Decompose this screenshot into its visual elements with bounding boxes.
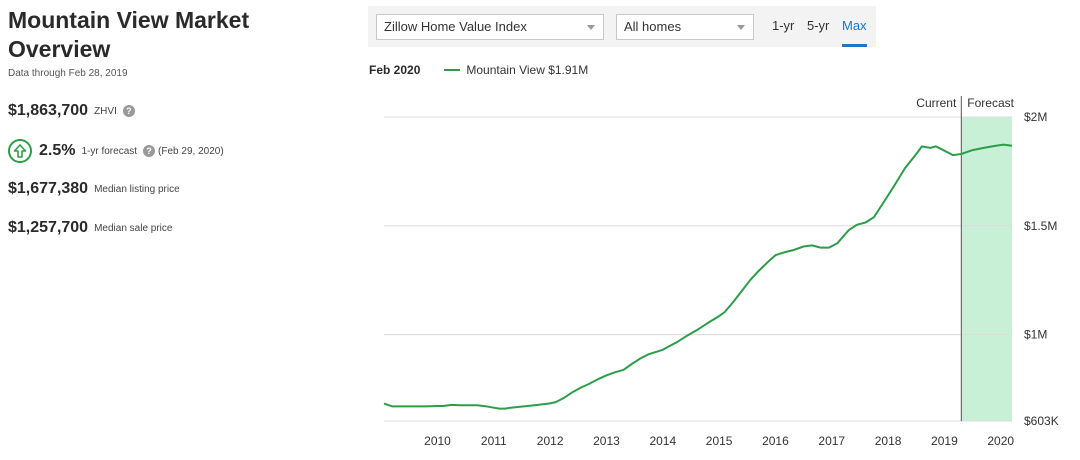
legend-swatch [444, 69, 461, 71]
series-line-mountain-view [383, 143, 1013, 410]
sale-metric: $1,257,700 Median sale price [8, 219, 172, 237]
x-tick-label: 2017 [818, 434, 845, 448]
x-tick-label: 2015 [706, 434, 733, 448]
forecast-date: (Feb 29, 2020) [158, 145, 224, 157]
range-1yr-button[interactable]: 1-yr [772, 18, 795, 33]
index-select[interactable]: Zillow Home Value Index [376, 14, 604, 40]
x-tick-label: 2012 [537, 434, 564, 448]
x-tick-label: 2011 [481, 434, 507, 448]
forecast-label: 1-yr forecast [81, 145, 138, 157]
arrow-up-icon [8, 139, 32, 163]
range-5yr-button[interactable]: 5-yr [807, 18, 830, 33]
chevron-down-icon [737, 25, 745, 30]
home-type-select-value: All homes [624, 19, 682, 34]
y-tick-label: $2M [1024, 110, 1047, 124]
x-tick-label: 2019 [931, 434, 958, 448]
chart-legend: Feb 2020 Mountain View $1.91M [369, 63, 588, 77]
page-title: Mountain View Market Overview [8, 6, 328, 64]
page-title-line1: Mountain View Market [8, 7, 250, 33]
page-title-line2: Overview [8, 36, 111, 62]
forecast-label: Forecast [967, 96, 1014, 110]
x-tick-label: 2014 [649, 434, 676, 448]
x-tick-label: 2020 [987, 434, 1014, 448]
listing-metric: $1,677,380 Median listing price [8, 180, 180, 198]
forecast-band [961, 117, 1012, 421]
y-axis-ticks: $2M $1.5M $1M $603K [1024, 110, 1059, 428]
zhvi-metric: $1,863,700 ZHVI ? [8, 102, 135, 120]
index-select-value: Zillow Home Value Index [384, 19, 527, 34]
listing-label: Median listing price [94, 183, 180, 195]
overview-panel: Mountain View Market Overview Data throu… [8, 6, 328, 79]
forecast-value: 2.5% [39, 142, 76, 159]
y-tick-label: $1.5M [1024, 219, 1057, 233]
help-icon[interactable]: ? [143, 145, 156, 157]
y-tick-label: $603K [1024, 414, 1059, 428]
x-axis-ticks: 2010 2011 2012 2013 2014 2015 2016 2017 2018 2019… [424, 434, 1014, 448]
chart-toolbar: Zillow Home Value Index All homes 1-yr 5… [368, 6, 876, 47]
x-tick-label: 2013 [593, 434, 620, 448]
legend-month: Feb 2020 [369, 63, 421, 77]
chevron-down-icon [587, 25, 595, 30]
legend-series-label: Mountain View $1.91M [466, 63, 589, 77]
x-tick-label: 2010 [424, 434, 451, 448]
zhvi-value: $1,863,700 [8, 102, 89, 119]
current-label: Current [916, 96, 957, 110]
x-tick-label: 2016 [762, 434, 789, 448]
sale-label: Median sale price [94, 222, 173, 234]
data-through-date: Data through Feb 28, 2019 [8, 68, 128, 79]
y-tick-label: $1M [1024, 328, 1047, 342]
listing-value: $1,677,380 [8, 180, 89, 197]
forecast-metric: 2.5% 1-yr forecast ? (Feb 29, 2020) [8, 139, 224, 163]
x-tick-label: 2018 [875, 434, 902, 448]
chart-grid [384, 116, 1012, 422]
sale-value: $1,257,700 [8, 219, 89, 236]
help-icon[interactable]: ? [122, 105, 135, 117]
zhvi-label: ZHVI [94, 105, 117, 117]
range-max-button[interactable]: Max [842, 18, 867, 47]
home-type-select[interactable]: All homes [616, 14, 754, 40]
